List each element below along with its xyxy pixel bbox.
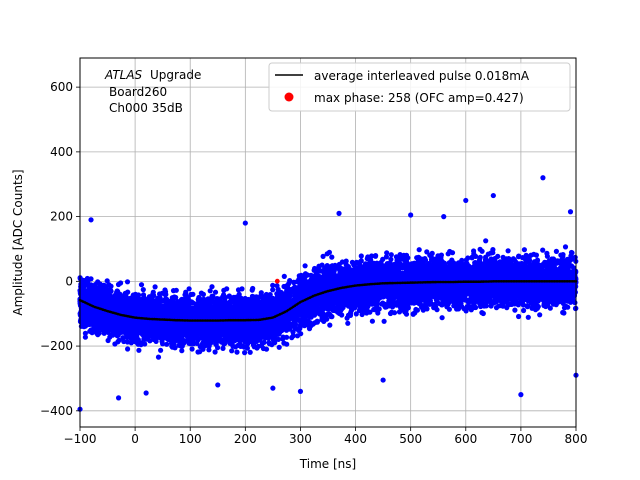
scatter-point — [383, 254, 389, 260]
scatter-point — [206, 347, 212, 353]
scatter-point — [483, 238, 489, 244]
scatter-point — [124, 279, 131, 285]
scatter-point — [158, 347, 164, 353]
scatter-point — [155, 354, 162, 360]
scatter-point — [432, 303, 438, 309]
scatter-point — [512, 307, 518, 313]
scatter-point — [270, 287, 276, 293]
scatter-point — [343, 262, 349, 268]
scatter-point — [234, 349, 240, 355]
scatter-point — [276, 344, 282, 350]
scatter-point — [247, 349, 253, 355]
scatter-point — [82, 330, 88, 336]
scatter-point — [186, 286, 192, 292]
scatter-point — [229, 348, 235, 354]
scatter-point — [358, 258, 364, 264]
scatter-point — [388, 252, 394, 258]
scatter-point — [275, 336, 281, 342]
scatter-point — [189, 346, 195, 352]
scatter-point — [284, 334, 290, 340]
scatter-point — [373, 253, 379, 259]
scatter-point — [553, 248, 560, 254]
scatter-point — [194, 340, 200, 346]
scatter-point — [124, 339, 131, 345]
scatter-point — [345, 320, 351, 326]
scatter-point — [209, 284, 215, 290]
scatter-point — [115, 281, 122, 288]
scatter-point — [298, 331, 304, 337]
scatter-point — [439, 315, 445, 321]
scatter-point — [547, 305, 553, 311]
scatter-point — [281, 273, 287, 279]
scatter-point — [381, 318, 387, 324]
scatter-point — [329, 254, 335, 260]
scatter-point — [521, 247, 528, 253]
scatter-point — [403, 311, 410, 317]
scatter-point — [424, 249, 430, 255]
scatter-point — [353, 311, 359, 317]
scatter-point — [82, 334, 88, 340]
scatter-point — [292, 321, 298, 328]
scatter-point — [384, 250, 390, 256]
scatter-point — [207, 288, 213, 294]
scatter-point — [164, 341, 170, 347]
scatter-point — [188, 291, 194, 298]
scatter-point — [389, 304, 396, 310]
plot-area — [77, 175, 579, 412]
scatter-point — [302, 263, 308, 269]
scatter-point — [540, 247, 546, 253]
scatter-point — [115, 339, 121, 345]
scatter-point — [136, 347, 142, 353]
scatter-point — [516, 313, 522, 320]
